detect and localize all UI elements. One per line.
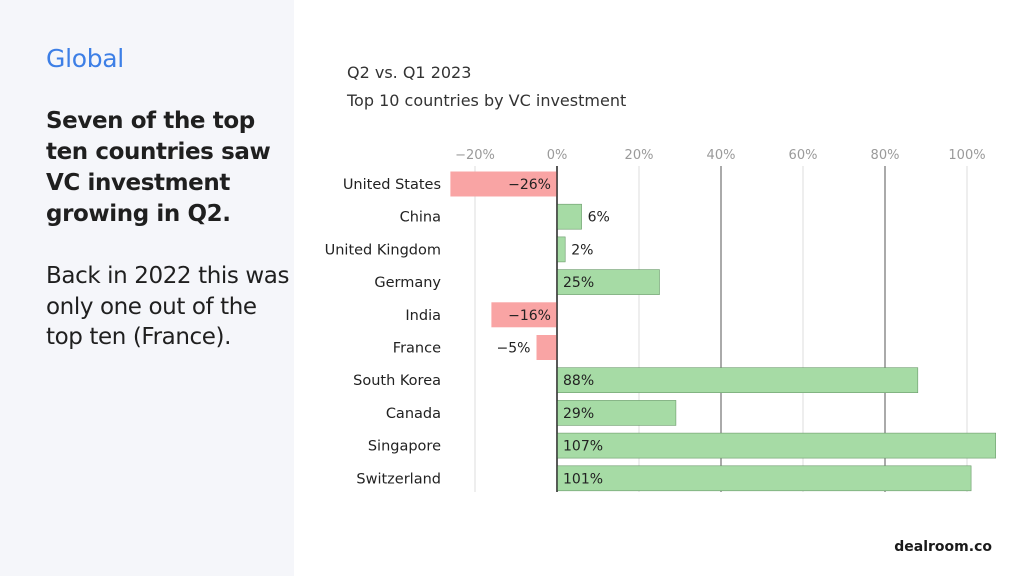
- category-label: Canada: [386, 406, 441, 422]
- section-label: Global: [46, 44, 124, 73]
- category-label: United Kingdom: [325, 242, 441, 258]
- category-label: France: [393, 341, 441, 357]
- category-label: Switzerland: [356, 471, 441, 487]
- category-label: China: [400, 210, 441, 226]
- category-label: South Korea: [353, 373, 441, 389]
- data-label: 2%: [571, 242, 593, 258]
- x-tick-label: 80%: [871, 148, 900, 163]
- body-text: Back in 2022 this was only one out of th…: [46, 263, 290, 350]
- chart-subtitle: Top 10 countries by VC investment: [347, 91, 627, 110]
- data-label: 101%: [563, 471, 603, 487]
- x-tick-label: 60%: [789, 148, 818, 163]
- left-panel: [0, 0, 294, 576]
- data-label: −5%: [497, 341, 531, 357]
- category-label: Singapore: [368, 439, 441, 455]
- bar: [556, 367, 919, 394]
- category-label: India: [405, 308, 441, 324]
- data-label: 6%: [588, 210, 610, 226]
- data-label: −16%: [508, 308, 551, 324]
- data-label: 88%: [563, 373, 594, 389]
- headline: Seven of the top ten countries saw VC in…: [46, 108, 271, 227]
- x-tick-label: −20%: [455, 148, 495, 163]
- data-label: 29%: [563, 406, 594, 422]
- x-tick-label: 0%: [547, 148, 568, 163]
- bar: [556, 465, 972, 492]
- bar: [491, 302, 557, 328]
- brand-logo: dealroom.co: [894, 539, 992, 555]
- bar: [556, 203, 582, 230]
- x-tick-label: 20%: [625, 148, 654, 163]
- x-tick-label: 100%: [948, 148, 985, 163]
- x-tick-label: 40%: [707, 148, 736, 163]
- bar: [556, 269, 660, 295]
- bar: [556, 432, 997, 459]
- bar: [556, 236, 566, 263]
- bar: [450, 171, 557, 197]
- data-label: 25%: [563, 275, 594, 291]
- category-label: Germany: [374, 275, 441, 291]
- data-label: 107%: [563, 439, 603, 455]
- data-label: −26%: [508, 177, 551, 193]
- category-label: United States: [343, 177, 441, 193]
- bar: [536, 335, 557, 360]
- chart-title: Q2 vs. Q1 2023: [347, 63, 472, 82]
- bar: [556, 400, 677, 426]
